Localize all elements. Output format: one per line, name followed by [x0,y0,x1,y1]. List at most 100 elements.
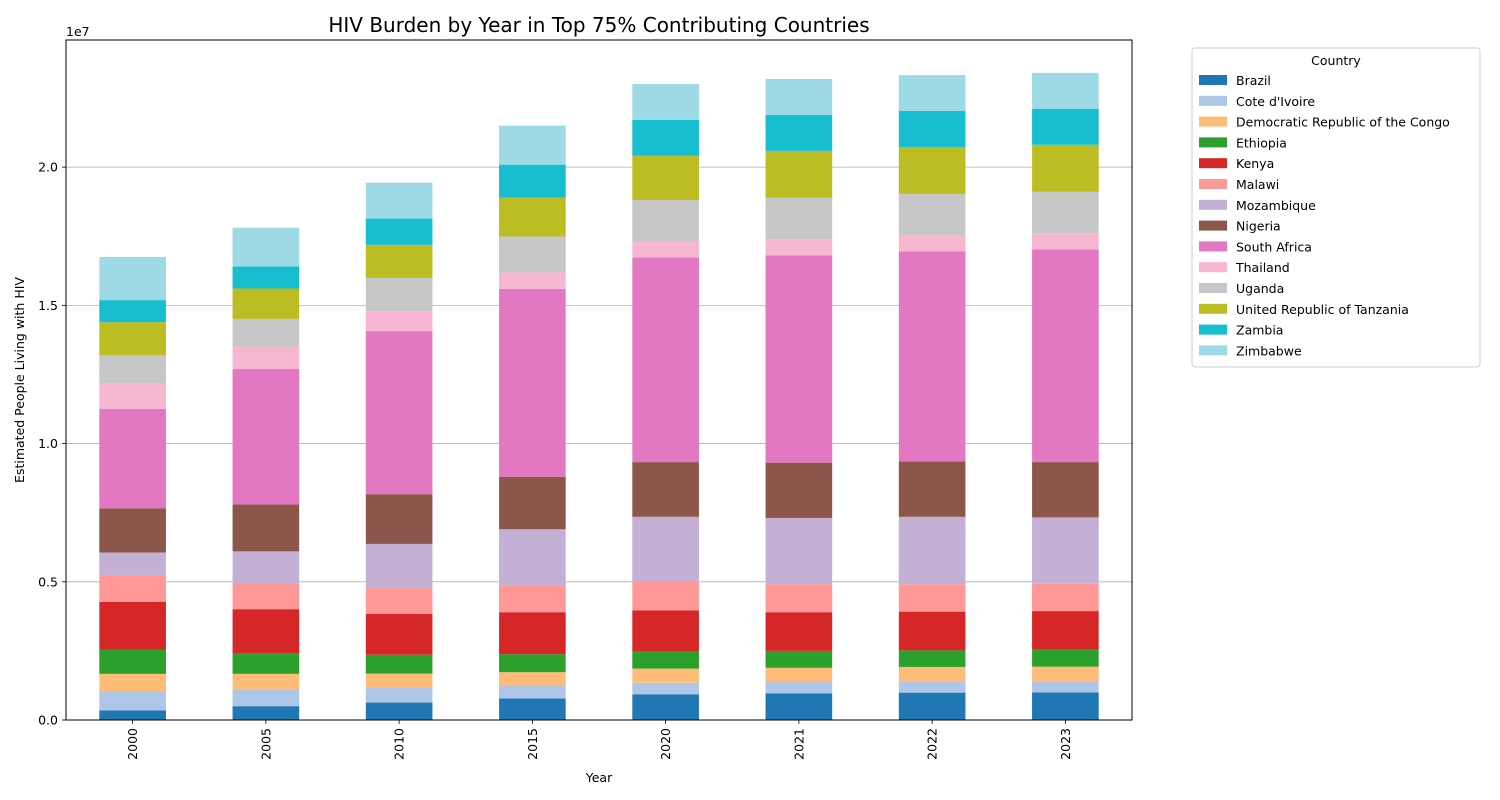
bar-segment [99,256,166,301]
x-tick-label: 2005 [258,728,273,760]
legend-swatch [1199,158,1227,169]
bar-segment [765,239,833,256]
legend-swatch [1199,95,1227,106]
bar-segment [1032,611,1099,650]
bar-segment [898,75,966,112]
bar-segment [365,331,433,495]
bar-segment [365,543,433,589]
bar-segment [99,575,166,602]
y-tick-label: 0.5 [38,574,58,589]
bar-segment [365,278,433,312]
bar-segment [1032,681,1099,693]
bar-segment [898,461,966,517]
bar-segment [765,150,833,198]
bar-segment [1032,649,1099,667]
bar-segment [499,612,566,655]
legend-swatch [1199,75,1227,85]
x-tick-label: 2000 [125,728,140,760]
legend-swatch [1199,241,1227,252]
legend-swatch [1199,324,1227,335]
bar-segment [1032,462,1099,518]
y-tick-label: 2.0 [38,160,58,175]
y-offset-text: 1e7 [66,24,90,39]
bar-segment [232,673,300,690]
bar-segment [99,322,166,356]
bar-segment [765,197,833,240]
bar-segment [632,682,699,695]
bar-segment [632,83,699,120]
bar-segment [1032,108,1099,145]
bar-segment [898,516,966,585]
bar-segment [765,667,833,683]
bar-segment [365,494,433,544]
legend: Country Brazil Cote d'Ivoire Democratic Re… [1191,47,1481,368]
legend-label: Ethiopia [1236,135,1287,150]
bar-segment [499,125,566,165]
y-axis: 0.0 0.5 1.0 1.5 2.0 [38,160,66,728]
bar-segment [1032,583,1099,612]
legend-swatch [1199,303,1227,314]
bar-segment [232,227,300,267]
legend-frame [1191,47,1481,368]
bar-segment [365,654,433,674]
bar-segment [898,666,966,682]
bar-segment [365,588,433,614]
bar-segment [632,694,699,720]
bar-segment [499,672,566,686]
bar-segment [499,698,566,720]
bar-segment [898,584,966,612]
bar-segment [232,551,300,584]
bar-segment [99,690,166,711]
y-tick-label: 0.0 [38,713,58,728]
bar-segment [499,236,566,273]
bar-segment [499,685,566,699]
bar-segment [898,251,966,462]
bar-segment [632,257,699,463]
bar-segment [765,78,833,115]
x-axis: 2000 2005 2010 2015 2020 2021 2022 2023 [125,720,1073,760]
legend-label: Kenya [1236,156,1274,171]
bar-segment [765,693,833,720]
bar-segment [1032,517,1099,584]
gridlines [66,166,1132,583]
bar-segment [365,613,433,655]
legend-swatch [1199,262,1227,273]
bar-segment [765,682,833,694]
legend-label: Zambia [1236,323,1283,338]
bar-segment [232,318,300,347]
legend-label: Mozambique [1236,198,1316,213]
bar-segment [632,651,699,669]
bar-segment [632,119,699,156]
bar-segment [632,516,699,582]
bar-segment [99,408,166,509]
legend-swatch [1199,179,1227,189]
legend-swatch [1199,345,1227,356]
legend-swatch [1199,137,1227,148]
bar-segment [365,182,433,219]
bar-segment [232,706,300,720]
bar-segment [232,584,300,610]
x-tick-label: 2023 [1058,728,1073,760]
bar-segment [99,508,166,553]
bar-segment [499,197,566,237]
x-axis-label: Year [585,770,613,785]
bar-segment [1032,692,1099,720]
bar-segment [765,462,833,518]
legend-label: Nigeria [1236,219,1281,234]
bar-segment [232,288,300,319]
bar-segment [99,355,166,384]
bar-segment [365,673,433,688]
legend-swatch [1199,220,1227,231]
bar-segment [898,692,966,720]
bar-segment [499,654,566,673]
legend-label: Malawi [1236,177,1279,192]
legend-swatch [1199,283,1227,293]
bar-segment [765,255,833,463]
legend-label: South Africa [1236,239,1312,254]
bar-segment [632,241,699,258]
bar-segment [365,218,433,245]
x-tick-label: 2021 [791,728,806,760]
bar-segment [898,235,966,252]
bars [99,72,1099,720]
bar-segment [232,609,300,654]
